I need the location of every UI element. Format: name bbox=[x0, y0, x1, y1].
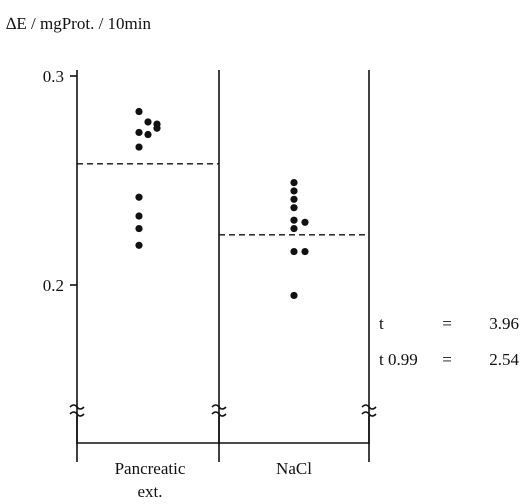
data-point-nacl-3 bbox=[290, 195, 298, 203]
stat-t099-equals: = bbox=[442, 350, 452, 369]
y-tick-label-0.2: 0.2 bbox=[43, 276, 64, 295]
data-point-pancreatic-4 bbox=[153, 124, 161, 132]
data-point-nacl-5 bbox=[290, 216, 298, 224]
stat-t-equals: = bbox=[442, 314, 452, 333]
axis-frame bbox=[69, 70, 377, 462]
category-label-pancreatic-line2: ext. bbox=[137, 482, 162, 501]
stat-t-value: 3.96 bbox=[489, 314, 519, 333]
axis-break-middle bbox=[211, 404, 227, 417]
category-label-pancreatic: Pancreatic bbox=[115, 459, 186, 478]
data-point-pancreatic-1 bbox=[135, 107, 143, 116]
data-point-nacl-4 bbox=[290, 204, 298, 212]
data-point-nacl-2 bbox=[290, 187, 298, 195]
y-ticks: 0.3 0.2 bbox=[43, 67, 77, 295]
stat-t099-value: 2.54 bbox=[489, 350, 519, 369]
category-label-nacl: NaCl bbox=[276, 459, 312, 478]
data-point-pancreatic-2 bbox=[144, 118, 152, 126]
data-point-pancreatic-10 bbox=[135, 224, 143, 233]
data-point-nacl-9 bbox=[301, 247, 309, 256]
stat-t099-label: t 0.99 bbox=[379, 350, 418, 369]
data-point-pancreatic-6 bbox=[144, 130, 152, 139]
data-point-nacl-6 bbox=[301, 218, 309, 226]
y-tick-label-0.3: 0.3 bbox=[43, 67, 64, 86]
statistics: t = 3.96 t 0.99 = 2.54 bbox=[379, 314, 520, 369]
data-point-pancreatic-8 bbox=[135, 193, 143, 201]
data-point-pancreatic-5 bbox=[135, 128, 143, 137]
axis-break-left bbox=[69, 404, 85, 417]
data-layer bbox=[77, 107, 369, 300]
data-point-pancreatic-7 bbox=[135, 143, 143, 151]
data-point-nacl-10 bbox=[290, 291, 298, 300]
y-axis-label: ∆E / mgProt. / 10min bbox=[6, 14, 151, 33]
stat-t-label: t bbox=[379, 314, 384, 333]
data-point-nacl-8 bbox=[290, 247, 298, 256]
data-point-pancreatic-9 bbox=[135, 212, 143, 220]
data-point-nacl-1 bbox=[290, 178, 298, 187]
axis-break-right bbox=[361, 404, 377, 417]
data-point-pancreatic-11 bbox=[135, 241, 143, 249]
data-point-nacl-7 bbox=[290, 224, 298, 233]
